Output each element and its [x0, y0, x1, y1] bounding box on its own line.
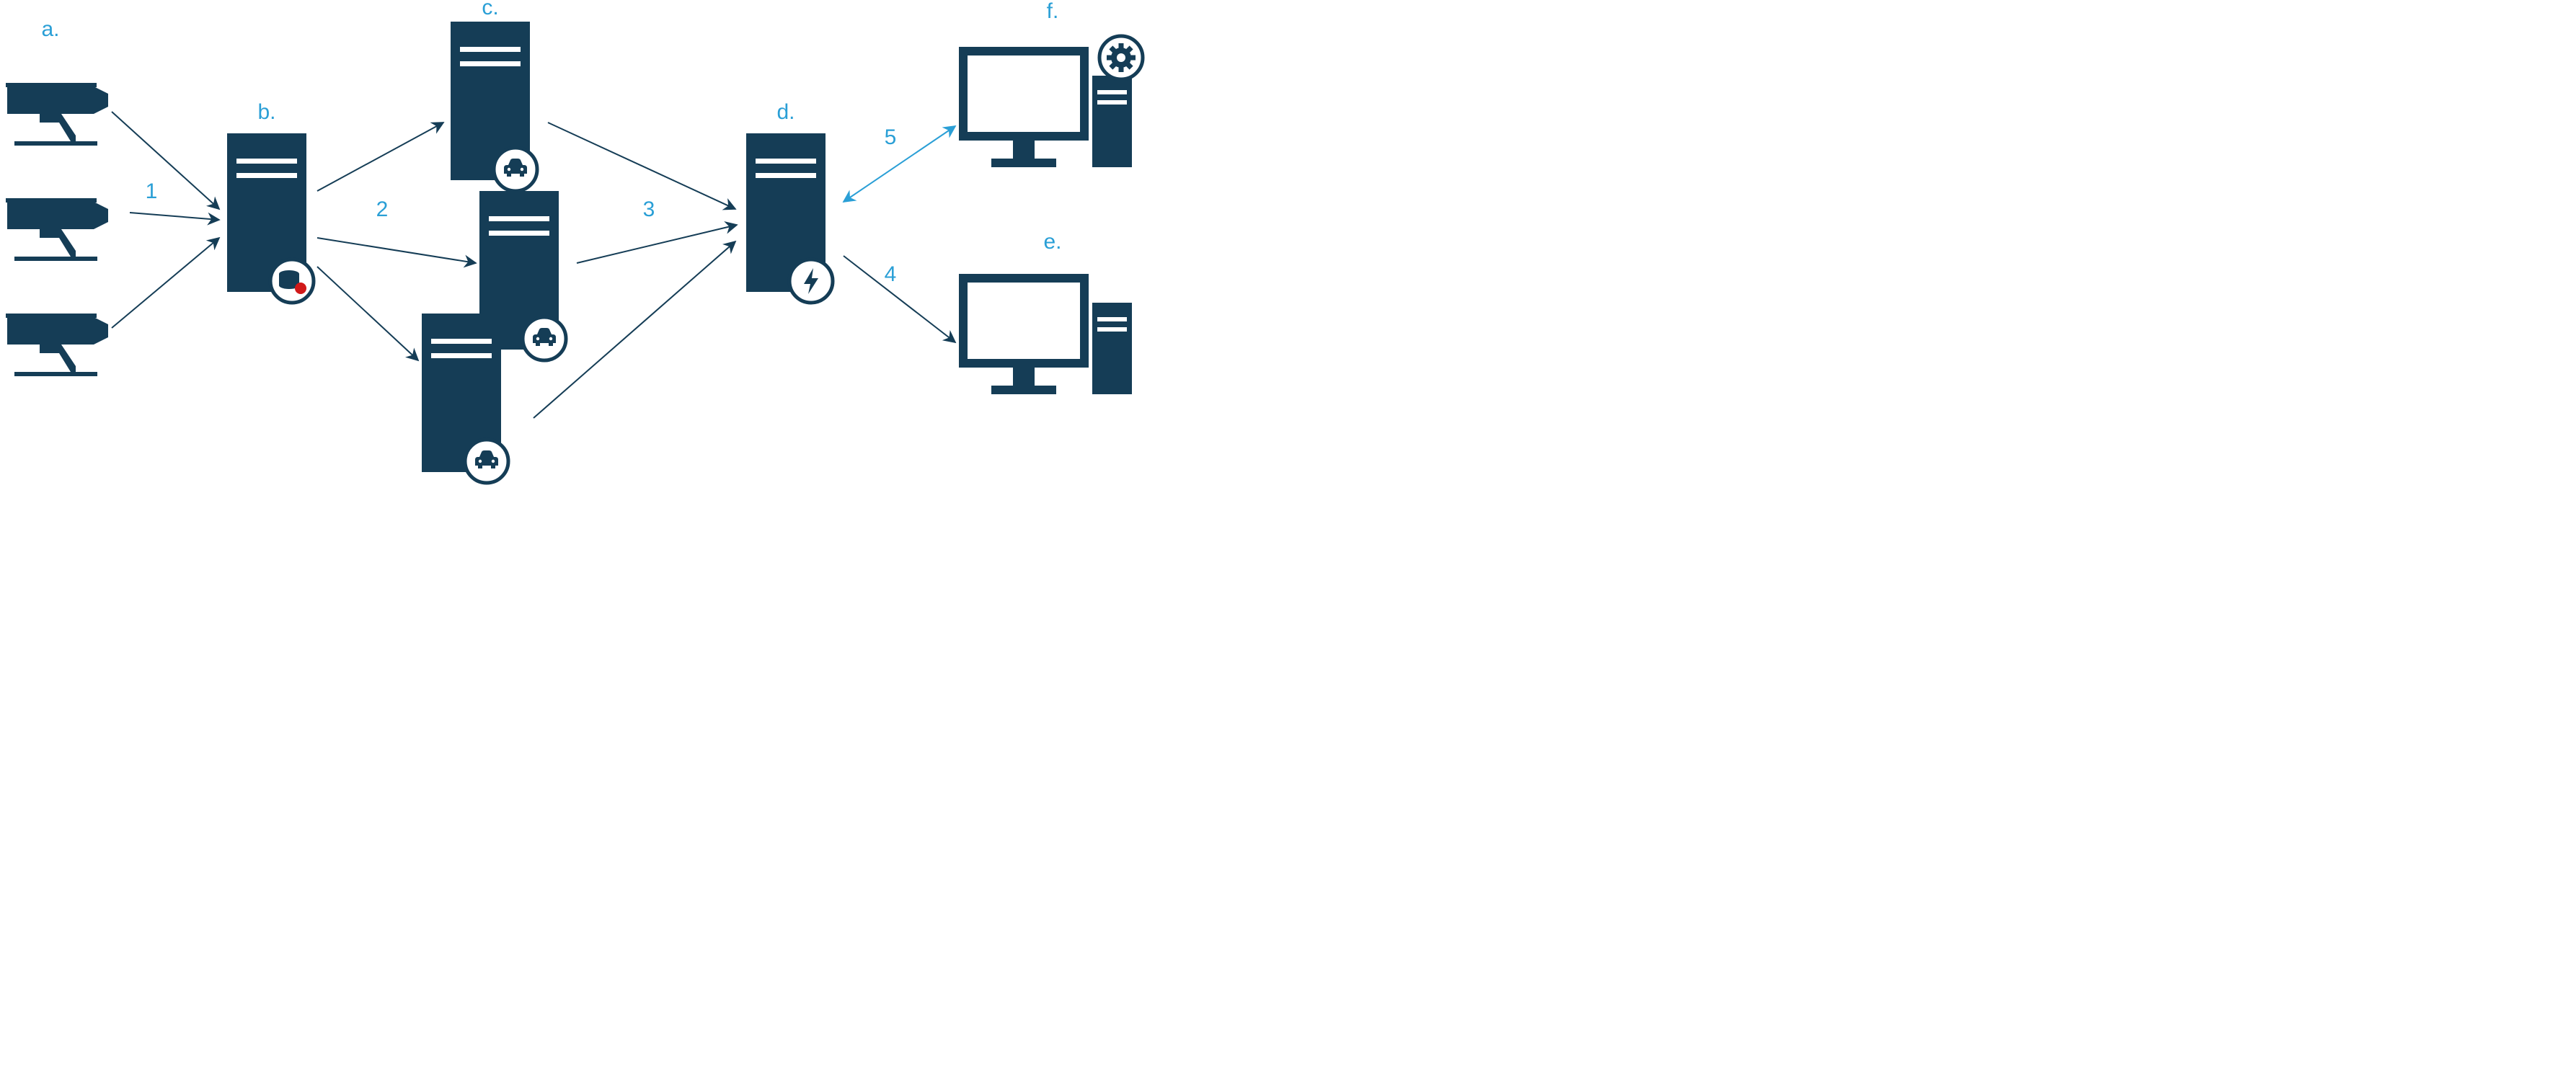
- edge: [317, 267, 418, 360]
- node-label-a: a.: [41, 17, 59, 41]
- workstation-icon: [959, 274, 1132, 394]
- edge: [130, 213, 219, 220]
- node-label: f.: [1047, 0, 1059, 23]
- edge: [112, 238, 219, 328]
- camera-icon: [6, 314, 108, 376]
- edge: [577, 225, 737, 263]
- node-label: c.: [482, 0, 498, 19]
- node-label: d.: [776, 100, 795, 124]
- server-icon: [746, 133, 833, 303]
- car-badge: [465, 440, 508, 483]
- workstation-icon: [959, 36, 1143, 167]
- edge-label: 1: [146, 179, 158, 203]
- camera-icon: [6, 198, 108, 261]
- car-badge: [494, 148, 537, 191]
- server-icon: [227, 133, 314, 303]
- edge-label: 5: [885, 125, 897, 149]
- node-label: e.: [1043, 230, 1061, 254]
- edge: [112, 112, 219, 209]
- edge: [317, 238, 476, 263]
- edge-label: 2: [376, 197, 389, 221]
- camera-icon: [6, 83, 108, 146]
- edge: [317, 123, 443, 191]
- bolt-badge: [789, 259, 833, 303]
- server-icon: [422, 314, 508, 483]
- edge: [844, 256, 955, 342]
- server-icon: [451, 22, 537, 191]
- edge-label: 3: [643, 197, 655, 221]
- gear-badge: [1099, 36, 1143, 79]
- node-label: b.: [257, 100, 275, 124]
- edge: [548, 123, 735, 209]
- edge: [844, 126, 955, 202]
- car-badge: [523, 317, 566, 360]
- edge-label: 4: [885, 262, 897, 286]
- database-record-badge: [270, 259, 314, 303]
